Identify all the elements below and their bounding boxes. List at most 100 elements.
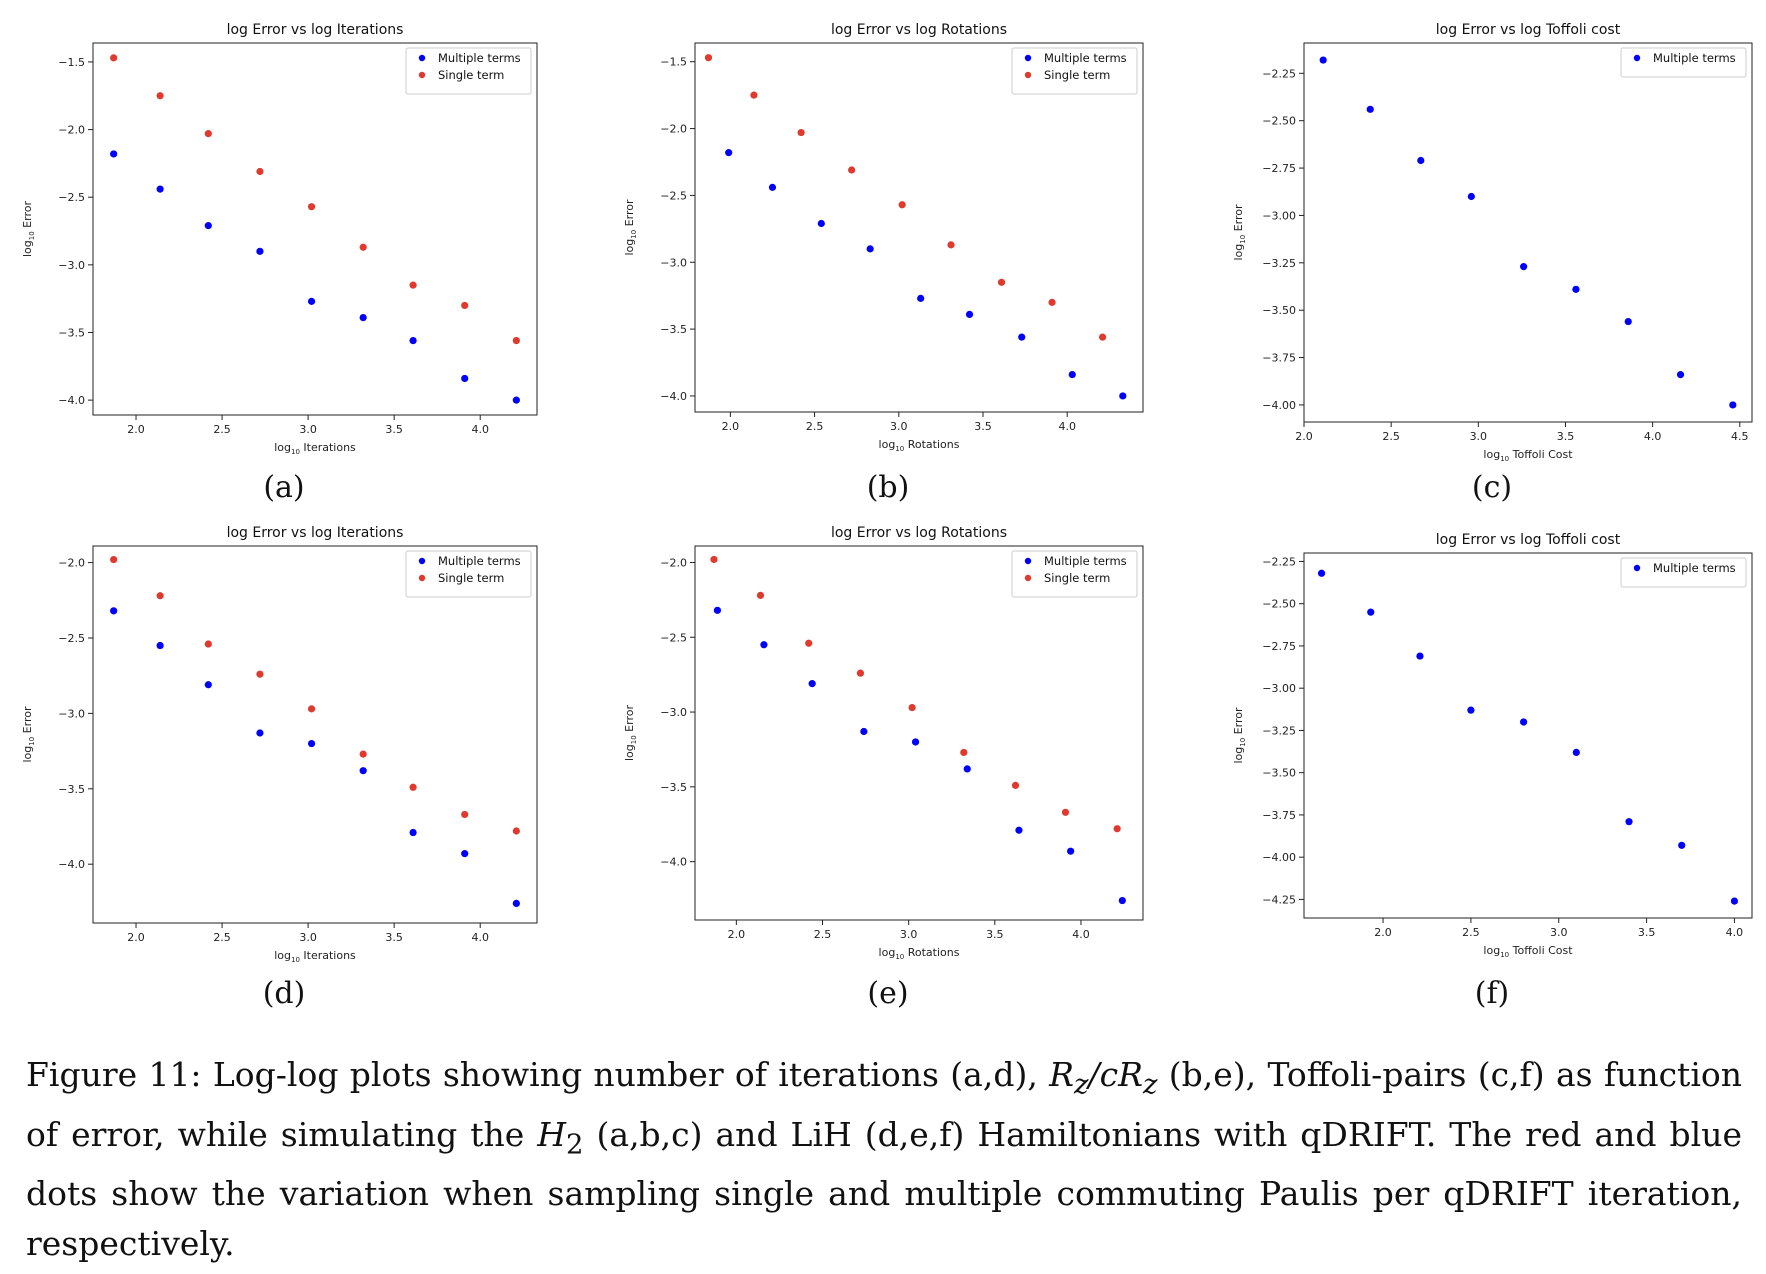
x-tick-label: 2.5 — [213, 423, 231, 436]
caption-text-2: (b,e), Toffoli-pairs (c,f) as function o… — [26, 1055, 1742, 1154]
caption-math-rz: Rz/cRz — [1049, 1055, 1158, 1101]
y-tick-label: −4.0 — [58, 858, 85, 871]
y-tick-label: −3.5 — [660, 781, 687, 794]
y-tick-label: −3.25 — [1262, 257, 1296, 270]
legend-box — [1011, 47, 1138, 95]
x-tick-label: 3.0 — [299, 931, 317, 944]
data-point-multiple — [1068, 370, 1076, 379]
data-point-multiple — [409, 828, 417, 837]
data-point-single — [156, 92, 164, 100]
data-point-multiple — [1416, 652, 1424, 660]
panel-label: (d) — [263, 976, 306, 1011]
data-point-multiple — [156, 185, 164, 193]
x-tick-label: 3.0 — [890, 420, 908, 433]
data-point-single — [256, 670, 264, 678]
data-point-multiple — [1366, 105, 1374, 113]
caption-text-3: (a,b,c) and LiH (d,e,f) Hamiltonians wit… — [26, 1114, 1742, 1264]
data-point-single — [461, 810, 469, 819]
data-point-multiple — [713, 606, 722, 614]
data-point-single — [908, 703, 916, 712]
x-tick-label: 2.5 — [806, 420, 824, 433]
legend-marker — [1633, 54, 1641, 62]
legend-label: Single term — [438, 68, 504, 82]
y-tick-label: −3.0 — [660, 256, 687, 269]
data-point-multiple — [204, 222, 212, 230]
y-tick-label: −3.5 — [58, 783, 85, 796]
legend-box — [405, 550, 532, 598]
data-point-single — [256, 167, 264, 176]
chart-panel-5: log Error vs log Rotations 2.0 2.5 3.0 3.5 4.… — [623, 525, 1144, 1011]
data-point-single — [704, 54, 713, 62]
data-point-multiple — [1118, 896, 1126, 905]
data-point-multiple — [808, 680, 816, 688]
data-point-single — [947, 241, 955, 249]
x-tick-label: 3.0 — [1470, 430, 1488, 443]
y-axis-label: log10 Error — [623, 199, 638, 255]
legend-label: Multiple terms — [1044, 554, 1127, 568]
data-point-multiple — [307, 739, 316, 748]
data-point-multiple — [1572, 748, 1580, 756]
data-point-single — [156, 592, 164, 600]
legend-box — [1620, 47, 1747, 78]
x-tick-label: 3.5 — [986, 928, 1004, 941]
legend-marker — [418, 557, 426, 565]
y-tick-label: −3.0 — [58, 707, 85, 720]
legend-label: Single term — [1044, 68, 1110, 82]
panel-label: (e) — [867, 976, 908, 1011]
data-point-multiple — [1572, 285, 1580, 293]
data-point-multiple — [917, 294, 925, 302]
x-axis-label: log10 Rotations — [879, 438, 960, 453]
data-point-multiple — [760, 641, 768, 649]
data-point-multiple — [965, 310, 974, 319]
legend-marker — [1633, 564, 1641, 572]
data-point-multiple — [1676, 371, 1685, 379]
x-tick-label: 2.5 — [1382, 430, 1400, 443]
data-point-multiple — [1730, 897, 1739, 905]
y-tick-label: −4.0 — [660, 856, 687, 869]
y-tick-label: −2.75 — [1262, 640, 1296, 653]
data-point-multiple — [512, 396, 520, 404]
y-axis-label: log10 Error — [623, 705, 638, 761]
data-point-multiple — [1520, 718, 1528, 726]
y-tick-label: −2.0 — [58, 557, 85, 570]
x-tick-label: 3.5 — [974, 420, 992, 433]
data-point-single — [204, 130, 212, 138]
data-point-single — [960, 748, 968, 757]
data-point-multiple — [1417, 156, 1425, 165]
data-point-single — [1061, 808, 1070, 816]
y-tick-label: −2.75 — [1262, 162, 1296, 175]
data-point-multiple — [256, 247, 264, 255]
legend-box — [1620, 557, 1747, 588]
data-point-multiple — [1520, 263, 1528, 271]
x-tick-label: 3.0 — [1550, 926, 1568, 939]
legend-marker — [1024, 71, 1032, 79]
x-tick-label: 4.0 — [1072, 928, 1090, 941]
data-point-single — [805, 639, 813, 647]
data-point-single — [997, 278, 1006, 286]
plot-frame — [92, 42, 538, 416]
chart-title: log Error vs log Rotations — [831, 525, 1007, 541]
y-tick-label: −2.0 — [58, 124, 85, 137]
data-point-single — [756, 591, 765, 599]
x-axis-label: log10 Iterations — [274, 949, 356, 964]
y-tick-label: −2.5 — [58, 191, 85, 204]
x-axis-label: log10 Toffoli Cost — [1483, 448, 1573, 463]
data-point-single — [359, 750, 367, 758]
legend-label: Multiple terms — [1044, 51, 1127, 65]
data-point-single — [110, 54, 118, 62]
data-point-multiple — [1678, 841, 1686, 849]
panel-label: (c) — [1472, 470, 1512, 505]
y-tick-label: −3.00 — [1262, 209, 1296, 222]
y-tick-label: −2.25 — [1262, 67, 1296, 80]
y-tick-label: −2.5 — [660, 189, 687, 202]
data-point-single — [110, 555, 118, 564]
chart-title: log Error vs log Rotations — [831, 22, 1007, 38]
data-point-multiple — [461, 850, 469, 858]
y-tick-label: −3.0 — [660, 706, 687, 719]
y-tick-label: −4.0 — [660, 390, 687, 403]
data-point-single — [409, 783, 417, 791]
data-point-multiple — [1317, 569, 1326, 577]
legend-label: Single term — [438, 571, 504, 585]
legend-label: Multiple terms — [1653, 561, 1736, 575]
